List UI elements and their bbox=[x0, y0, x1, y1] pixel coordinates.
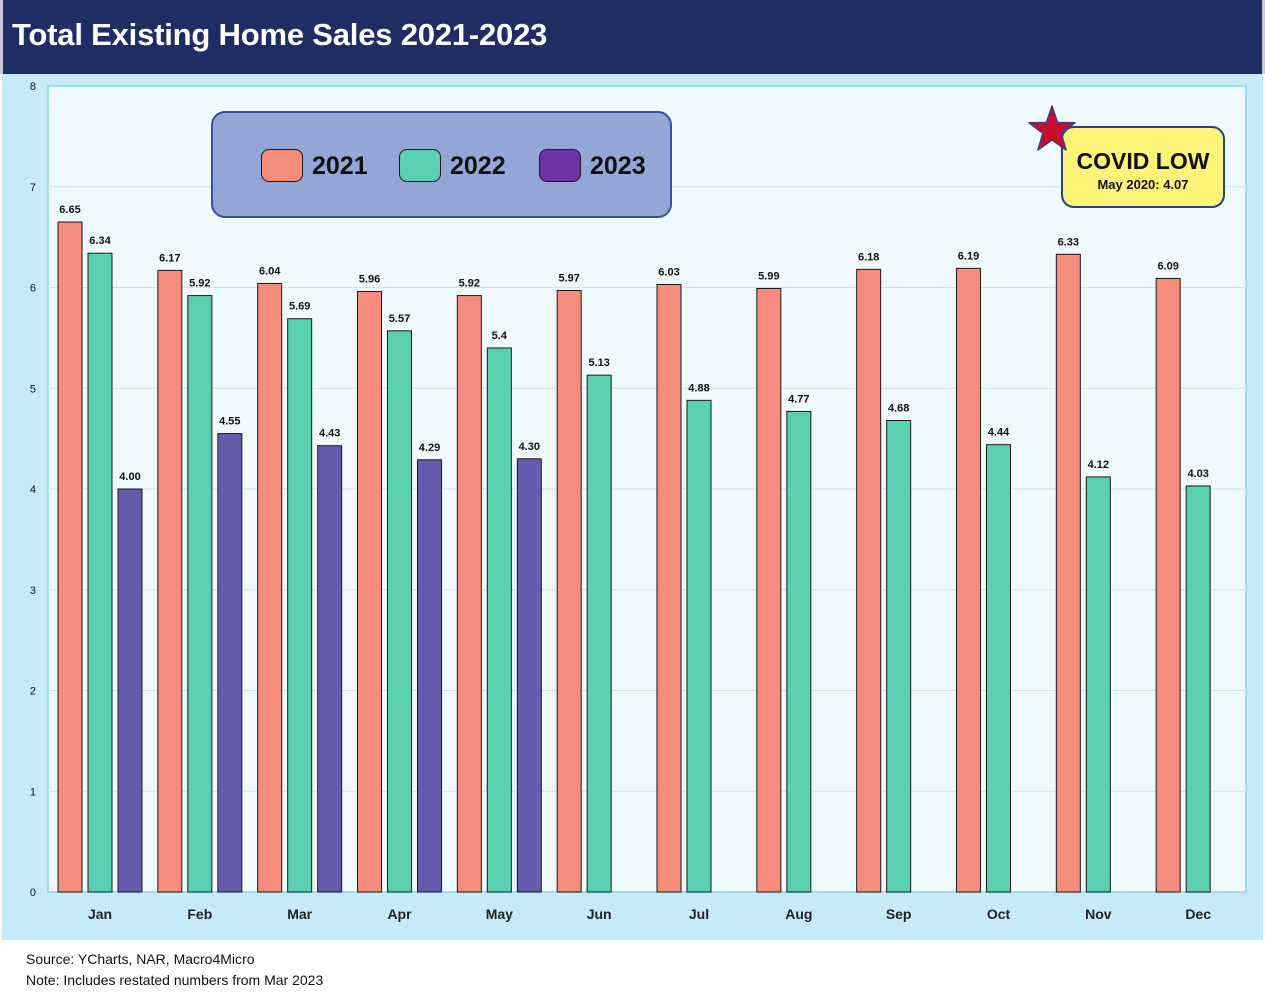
data-label: 5.4 bbox=[492, 330, 508, 342]
bar-2022 bbox=[287, 318, 313, 893]
data-label: 6.03 bbox=[658, 266, 679, 278]
bar-2022 bbox=[486, 347, 512, 893]
legend: 2021 2022 2023 bbox=[211, 111, 672, 218]
data-label: 5.13 bbox=[588, 357, 609, 369]
bar-2022 bbox=[187, 295, 213, 893]
bar-2022 bbox=[1085, 476, 1111, 893]
data-label: 4.77 bbox=[788, 393, 809, 405]
bar-2022 bbox=[387, 330, 412, 893]
y-tick-label: 2 bbox=[30, 686, 36, 698]
x-tick-label: Aug bbox=[785, 906, 812, 922]
bar-2023 bbox=[117, 488, 143, 893]
y-tick-label: 1 bbox=[30, 786, 36, 798]
covid-callout-title: COVID LOW bbox=[1076, 148, 1210, 174]
data-label: 6.34 bbox=[89, 235, 111, 247]
legend-swatch-2021 bbox=[261, 149, 303, 182]
title-bar: Total Existing Home Sales 2021-2023 bbox=[0, 0, 1265, 74]
bar-2021 bbox=[57, 221, 83, 893]
bar-2022 bbox=[1185, 485, 1211, 893]
data-label: 6.65 bbox=[59, 204, 80, 216]
bar-2021 bbox=[157, 269, 183, 893]
bar-2023 bbox=[217, 433, 243, 893]
data-label: 5.97 bbox=[558, 273, 579, 285]
data-label: 4.12 bbox=[1088, 459, 1109, 471]
y-tick-label: 6 bbox=[30, 283, 36, 295]
bar-2021 bbox=[656, 283, 682, 893]
covid-callout-subtitle: May 2020: 4.07 bbox=[1097, 177, 1189, 192]
bar-2021 bbox=[956, 267, 981, 893]
y-tick-label: 5 bbox=[30, 383, 36, 395]
data-label: 5.99 bbox=[758, 271, 779, 283]
legend-label-2023: 2023 bbox=[590, 152, 646, 180]
data-label: 4.30 bbox=[519, 441, 540, 453]
bar-2022 bbox=[986, 444, 1011, 893]
bar-2021 bbox=[1055, 253, 1081, 893]
bar-2021 bbox=[257, 282, 283, 893]
data-label: 6.18 bbox=[858, 251, 879, 263]
y-tick-label: 3 bbox=[30, 585, 36, 597]
data-label: 4.55 bbox=[219, 416, 240, 428]
x-tick-label: Nov bbox=[1085, 906, 1112, 922]
legend-label-2021: 2021 bbox=[312, 152, 368, 180]
x-tick-label: Feb bbox=[187, 906, 212, 922]
y-tick-label: 4 bbox=[30, 484, 36, 496]
bar-chart: 0 1 2 3 4 5 6 7 8 6.65 6.34 4.00 Jan 6.17 5.92 4.55 Feb 6… bbox=[30, 81, 1247, 922]
star-icon bbox=[1028, 105, 1076, 151]
bar-2023 bbox=[516, 458, 542, 893]
data-label: 4.88 bbox=[688, 382, 709, 394]
x-tick-label: Apr bbox=[387, 906, 412, 922]
bar-2022 bbox=[886, 419, 912, 893]
data-label: 6.09 bbox=[1157, 260, 1178, 272]
footer: Source: YCharts, NAR, Macro4Micro Note: … bbox=[0, 940, 1265, 1000]
bar-2023 bbox=[317, 445, 343, 893]
source-note: Source: YCharts, NAR, Macro4Micro bbox=[26, 951, 255, 967]
y-tick-label: 8 bbox=[30, 81, 36, 93]
data-label: 6.17 bbox=[159, 252, 180, 264]
x-tick-label: May bbox=[486, 906, 513, 922]
legend-swatch-2023 bbox=[539, 149, 581, 182]
bar-2023 bbox=[417, 459, 442, 893]
bar-2022 bbox=[87, 252, 113, 893]
x-tick-label: Sep bbox=[886, 906, 912, 922]
x-tick-label: Jul bbox=[689, 906, 709, 922]
restated-note: Note: Includes restated numbers from Mar… bbox=[26, 972, 324, 988]
data-label: 5.92 bbox=[459, 278, 480, 290]
data-label: 6.19 bbox=[958, 250, 979, 262]
chart-panel: 0 1 2 3 4 5 6 7 8 6.65 6.34 4.00 Jan 6.17 5.92 4.55 Feb 6… bbox=[2, 74, 1263, 940]
data-label: 6.33 bbox=[1058, 236, 1079, 248]
bar-2022 bbox=[786, 410, 812, 893]
bar-2021 bbox=[756, 288, 782, 893]
legend-swatch-2022 bbox=[399, 149, 441, 182]
bar-2021 bbox=[856, 268, 882, 893]
data-label: 5.57 bbox=[389, 313, 410, 325]
data-label: 4.00 bbox=[119, 471, 140, 483]
bar-2021 bbox=[1155, 277, 1181, 893]
data-label: 5.69 bbox=[289, 301, 310, 313]
data-label: 4.29 bbox=[419, 442, 440, 454]
bar-2022 bbox=[586, 374, 612, 893]
x-tick-label: Jan bbox=[88, 906, 112, 922]
y-tick-label: 7 bbox=[30, 182, 36, 194]
legend-label-2022: 2022 bbox=[450, 152, 506, 180]
data-label: 5.96 bbox=[359, 274, 380, 286]
x-tick-label: Mar bbox=[287, 906, 312, 922]
bar-2021 bbox=[556, 290, 582, 893]
bar-2021 bbox=[357, 291, 382, 893]
data-label: 4.44 bbox=[988, 427, 1010, 439]
bar-2021 bbox=[456, 295, 482, 893]
data-label: 4.68 bbox=[888, 402, 909, 414]
data-label: 4.43 bbox=[319, 428, 340, 440]
covid-low-callout: COVID LOW May 2020: 4.07 bbox=[1061, 126, 1225, 208]
data-label: 4.03 bbox=[1187, 468, 1208, 480]
x-tick-label: Dec bbox=[1185, 906, 1211, 922]
data-label: 5.92 bbox=[189, 278, 210, 290]
x-tick-label: Jun bbox=[587, 906, 612, 922]
chart-title: Total Existing Home Sales 2021-2023 bbox=[12, 17, 548, 52]
y-tick-label: 0 bbox=[30, 887, 36, 899]
data-label: 6.04 bbox=[259, 265, 281, 277]
bar-2022 bbox=[686, 399, 712, 893]
x-tick-label: Oct bbox=[987, 906, 1011, 922]
